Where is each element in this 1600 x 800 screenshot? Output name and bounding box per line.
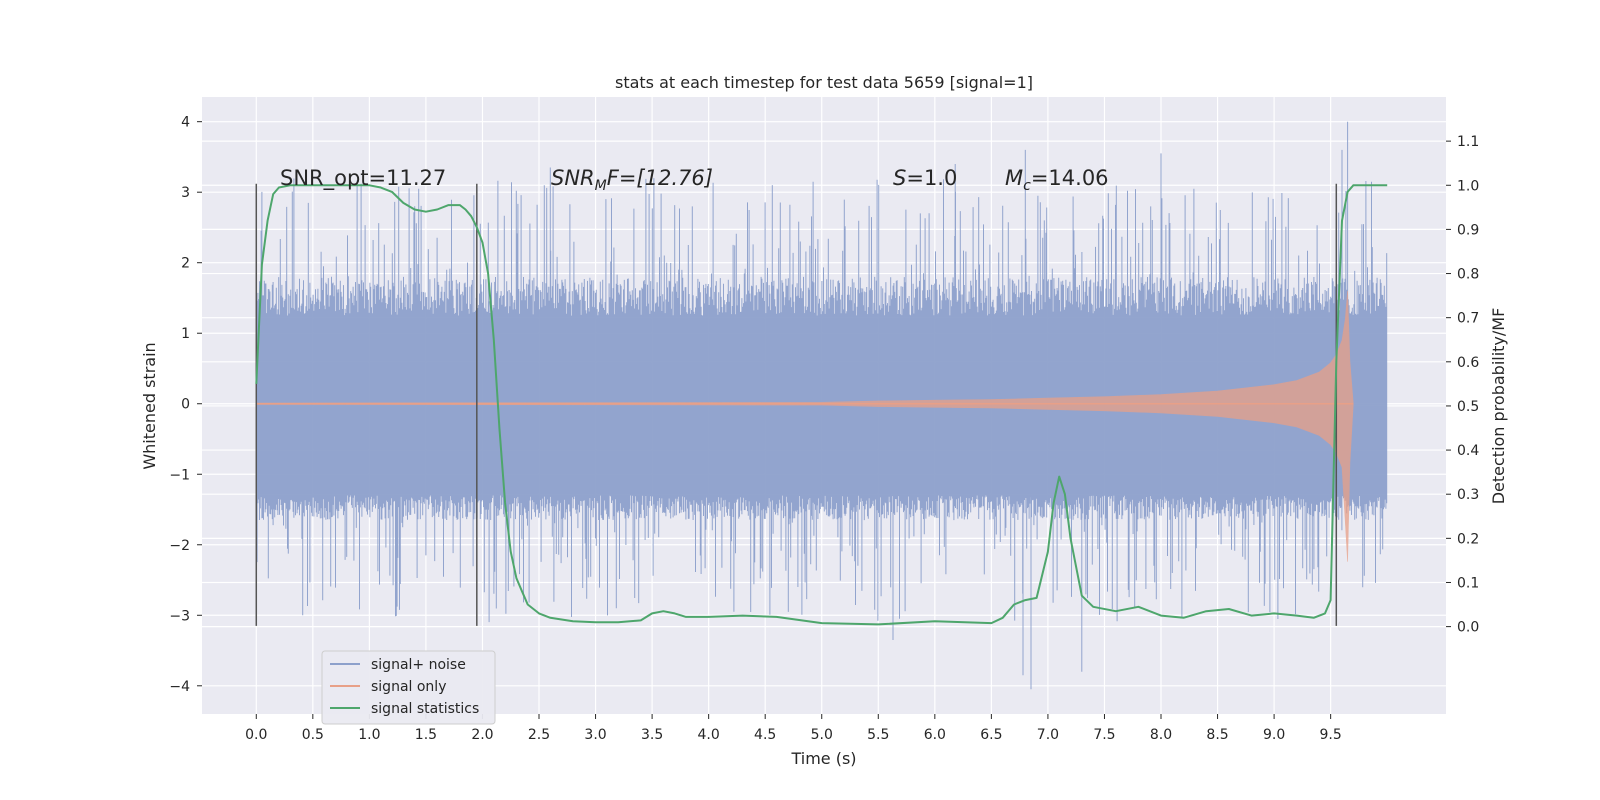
mc-base: M: [1005, 166, 1023, 190]
x-tick-label: 7.5: [1093, 727, 1115, 743]
legend-label-signal-statistics: signal statistics: [371, 701, 479, 717]
x-tick-label: 8.0: [1150, 727, 1172, 743]
x-tick-label: 3.5: [641, 727, 663, 743]
snr-mf-base: SNR: [551, 166, 595, 190]
s-value: =1.0: [906, 166, 957, 190]
annotation-snr-opt: SNR_opt=11.27: [280, 166, 446, 191]
y-left-tick-label: 1: [181, 326, 190, 342]
legend-label-signal-only: signal only: [371, 679, 446, 695]
mc-sub: c: [1023, 178, 1031, 194]
y-left-tick-label: 4: [181, 115, 190, 131]
x-tick-label: 1.0: [358, 727, 380, 743]
x-tick-label: 6.0: [924, 727, 946, 743]
legend-label-signal-noise: signal+ noise: [371, 657, 466, 673]
annotation-s: S=1.0: [893, 166, 957, 190]
signal-only-envelope: [256, 290, 1354, 562]
chart-title: stats at each timestep for test data 565…: [615, 73, 1033, 92]
x-tick-label: 3.0: [584, 727, 606, 743]
x-tick-label: 0.5: [302, 727, 324, 743]
x-tick-label: 1.5: [415, 727, 437, 743]
snr-mf-sub: M: [595, 178, 607, 194]
x-axis-label: Time (s): [790, 749, 856, 768]
x-tick-label: 4.0: [698, 727, 720, 743]
y-left-tick-label: −3: [169, 608, 190, 624]
y-right-tick-label: 1.1: [1457, 134, 1479, 150]
y-left-tick-label: −2: [169, 538, 190, 554]
legend-box: [321, 650, 496, 725]
y-axis-label-left: Whitened strain: [140, 342, 159, 469]
y-right-tick-label: 0.6: [1457, 355, 1479, 371]
signal-only-series: [256, 290, 1354, 562]
x-tick-label: 2.0: [471, 727, 493, 743]
annotation-mc: Mc=14.06: [1005, 166, 1109, 194]
y-left-tick-label: −4: [169, 679, 190, 695]
mc-value: =14.06: [1031, 166, 1109, 190]
legend: signal+ noise signal only signal statist…: [321, 650, 496, 725]
y-axis-label-right: Detection probability/MF: [1489, 308, 1508, 505]
x-tick-label: 5.5: [867, 727, 889, 743]
x-tick-label: 8.5: [1206, 727, 1228, 743]
y-left-tick-label: 3: [181, 185, 190, 201]
x-tick-label: 5.0: [811, 727, 833, 743]
x-tick-label: 0.0: [245, 727, 267, 743]
y-right-tick-label: 0.9: [1457, 222, 1479, 238]
s-symbol: S: [893, 166, 906, 190]
y-right-tick-label: 0.0: [1457, 620, 1479, 636]
y-left-tick-label: 2: [181, 256, 190, 272]
y-right-tick-label: 0.5: [1457, 399, 1479, 415]
vertical-markers: [255, 183, 1338, 626]
x-tick-label: 9.5: [1320, 727, 1342, 743]
y-left-tick-label: −1: [169, 467, 190, 483]
x-tick-label: 7.0: [1037, 727, 1059, 743]
y-right-tick-label: 0.3: [1457, 487, 1479, 503]
y-left-tick-label: 0: [181, 397, 190, 413]
y-right-tick-label: 0.1: [1457, 575, 1479, 591]
y-right-tick-label: 0.7: [1457, 311, 1479, 327]
annotation-snr-mf: SNRMF=[12.76]: [551, 166, 713, 194]
x-tick-label: 4.5: [754, 727, 776, 743]
snr-mf-rest: F=[12.76]: [607, 166, 713, 190]
y-right-tick-label: 1.0: [1457, 178, 1479, 194]
signal-statistics-line: [255, 184, 1388, 626]
y-right-tick-label: 0.8: [1457, 267, 1479, 283]
axis-ticks: 0.0 0.5 1.0 1.5 2.0 2.5 3.0 3.5 4.0 4.5 5.0 5.5 6.0 6…: [169, 115, 1479, 743]
y-right-tick-label: 0.4: [1457, 443, 1479, 459]
signal-statistics-series: [255, 184, 1388, 626]
x-tick-label: 2.5: [528, 727, 550, 743]
x-tick-label: 6.5: [980, 727, 1002, 743]
y-right-tick-label: 0.2: [1457, 531, 1479, 547]
x-tick-label: 9.0: [1263, 727, 1285, 743]
